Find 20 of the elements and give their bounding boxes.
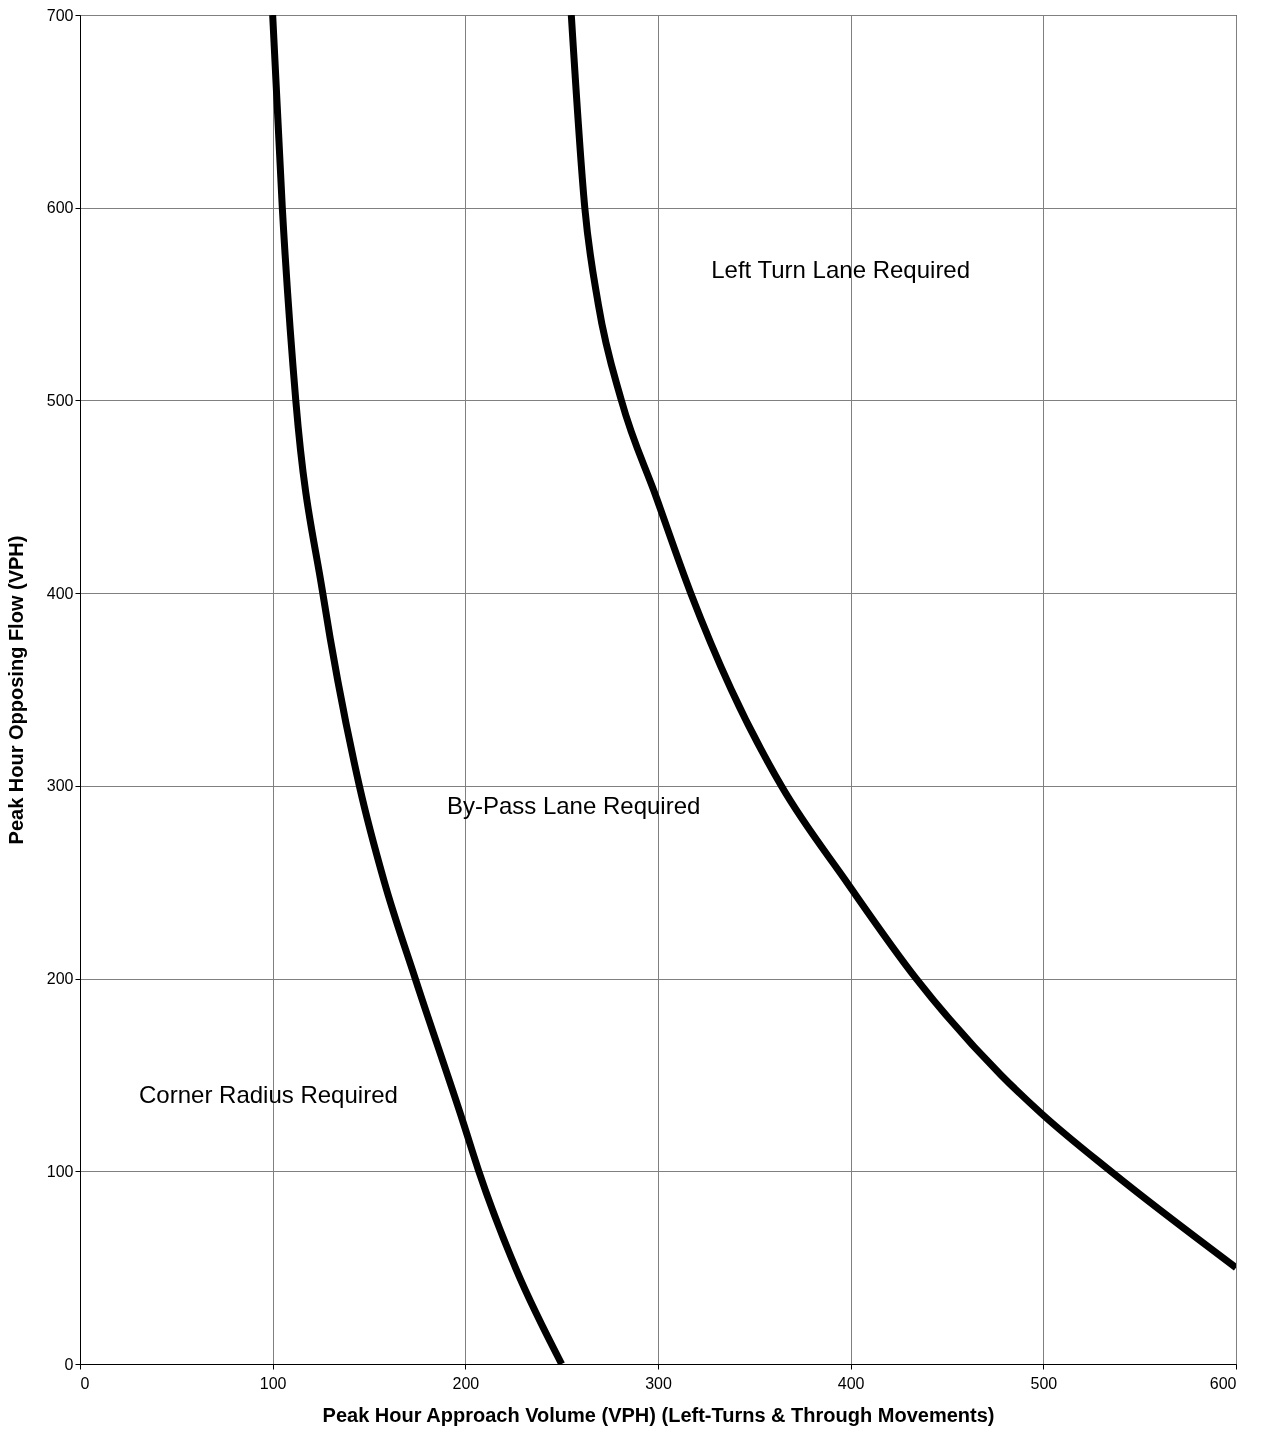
x-tick-label: 100 xyxy=(259,1374,287,1392)
x-tick-label: 200 xyxy=(452,1374,480,1392)
y-tick-label: 500 xyxy=(46,391,74,409)
annotation: By-Pass Lane Required xyxy=(446,791,701,819)
y-tick-label: 0 xyxy=(64,1355,74,1373)
x-tick-label: 0 xyxy=(80,1374,90,1392)
x-tick-label: 400 xyxy=(837,1374,865,1392)
y-tick-label: 100 xyxy=(46,1162,74,1180)
y-tick-label: 700 xyxy=(46,6,74,24)
x-axis-title: Peak Hour Approach Volume (VPH) (Left-Turns & Through Movements) xyxy=(322,1403,995,1426)
y-tick-label: 400 xyxy=(46,584,74,602)
x-tick-label: 600 xyxy=(1209,1374,1237,1392)
y-tick-label: 600 xyxy=(46,199,74,217)
annotation: Corner Radius Required xyxy=(139,1080,398,1108)
x-tick-label: 500 xyxy=(1030,1374,1058,1392)
y-axis-title: Peak Hour Opposing Flow (VPH) xyxy=(4,535,27,845)
annotation: Left Turn Lane Required xyxy=(711,256,971,284)
x-tick-label: 300 xyxy=(645,1374,672,1392)
y-tick-label: 300 xyxy=(46,777,74,795)
y-tick-label: 200 xyxy=(46,970,74,988)
